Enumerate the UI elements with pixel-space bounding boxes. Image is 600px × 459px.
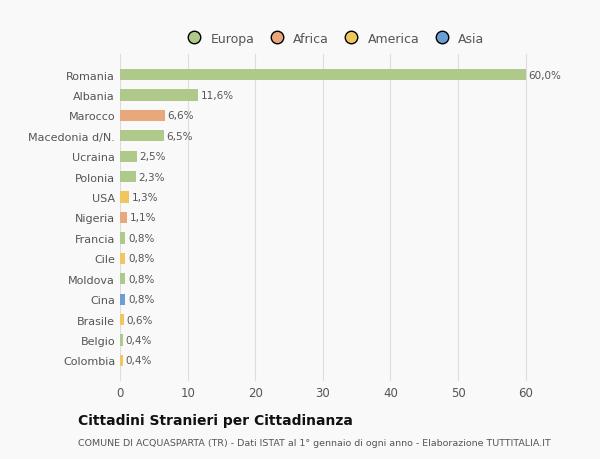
Text: COMUNE DI ACQUASPARTA (TR) - Dati ISTAT al 1° gennaio di ogni anno - Elaborazion: COMUNE DI ACQUASPARTA (TR) - Dati ISTAT … — [78, 438, 551, 447]
Bar — [120, 151, 137, 162]
Bar — [120, 253, 125, 264]
Bar — [120, 355, 123, 366]
Text: 11,6%: 11,6% — [201, 91, 234, 101]
Bar — [120, 213, 127, 224]
Text: 0,4%: 0,4% — [125, 356, 152, 365]
Text: 0,8%: 0,8% — [128, 274, 154, 284]
Bar — [120, 335, 123, 346]
Text: 0,4%: 0,4% — [125, 335, 152, 345]
Text: 6,5%: 6,5% — [167, 132, 193, 141]
Bar — [120, 131, 164, 142]
Text: 1,3%: 1,3% — [131, 193, 158, 203]
Text: 0,6%: 0,6% — [127, 315, 153, 325]
Bar — [120, 233, 125, 244]
Text: 1,1%: 1,1% — [130, 213, 157, 223]
Text: 0,8%: 0,8% — [128, 233, 154, 243]
Text: Cittadini Stranieri per Cittadinanza: Cittadini Stranieri per Cittadinanza — [78, 414, 353, 428]
Text: 6,6%: 6,6% — [167, 111, 194, 121]
Bar — [120, 90, 199, 101]
Text: 60,0%: 60,0% — [529, 71, 561, 80]
Legend: Europa, Africa, America, Asia: Europa, Africa, America, Asia — [178, 29, 488, 49]
Bar — [120, 294, 125, 305]
Text: 2,3%: 2,3% — [138, 172, 165, 182]
Bar — [120, 274, 125, 285]
Text: 2,5%: 2,5% — [140, 152, 166, 162]
Text: 0,8%: 0,8% — [128, 254, 154, 264]
Bar — [120, 314, 124, 325]
Bar — [120, 70, 526, 81]
Bar — [120, 172, 136, 183]
Bar — [120, 192, 129, 203]
Text: 0,8%: 0,8% — [128, 295, 154, 304]
Bar — [120, 111, 164, 122]
